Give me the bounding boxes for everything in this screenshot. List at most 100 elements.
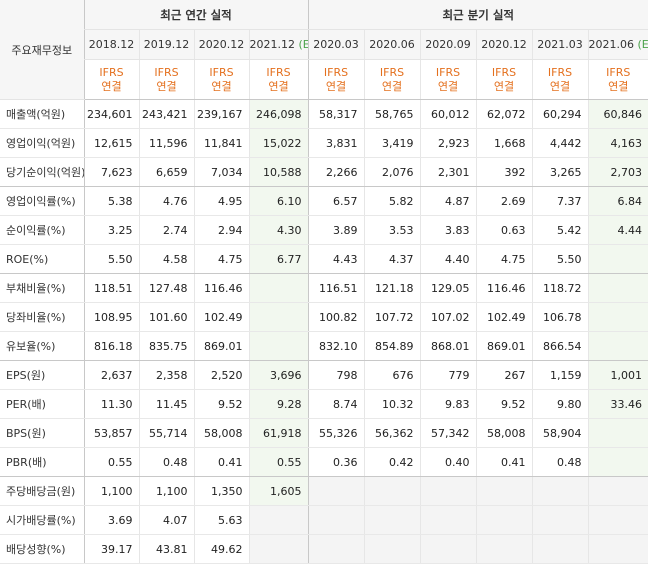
value-cell: 2,076 [364, 158, 420, 187]
consolidated-label: 연결 [140, 80, 194, 94]
value-cell: 2,266 [308, 158, 364, 187]
consolidated-label: 연결 [589, 80, 648, 94]
value-cell: 5.63 [194, 506, 249, 535]
row-label: 주당배당금(원) [0, 477, 84, 506]
value-cell: 10,588 [249, 158, 308, 187]
value-cell: 61,918 [249, 419, 308, 448]
value-cell: 106.78 [532, 303, 588, 332]
value-cell: 58,008 [194, 419, 249, 448]
value-cell: 118.51 [84, 274, 139, 303]
value-cell: 5.42 [532, 216, 588, 245]
value-cell [588, 448, 648, 477]
value-cell: 1,159 [532, 361, 588, 390]
consolidated-label: 연결 [250, 80, 308, 94]
value-cell: 12,615 [84, 129, 139, 158]
value-cell: 816.18 [84, 332, 139, 361]
row-label: 영업이익(억원) [0, 129, 84, 158]
ifrs-label: IFRS [140, 66, 194, 80]
value-cell: 58,765 [364, 100, 420, 129]
value-cell: 0.63 [476, 216, 532, 245]
value-cell: 6.10 [249, 187, 308, 216]
row-label: 유보율(%) [0, 332, 84, 361]
value-cell: 2.94 [194, 216, 249, 245]
value-cell: 100.82 [308, 303, 364, 332]
group-annual: 최근 연간 실적 [84, 0, 308, 30]
period-label: 2019.12 [144, 38, 190, 51]
value-cell: 0.40 [420, 448, 476, 477]
period-label: 2020.06 [369, 38, 415, 51]
value-cell: 43.81 [139, 535, 194, 564]
value-cell: 9.83 [420, 390, 476, 419]
value-cell [476, 506, 532, 535]
period-label: 2020.12 [199, 38, 245, 51]
value-cell [308, 506, 364, 535]
value-cell: 1,668 [476, 129, 532, 158]
value-cell: 0.48 [139, 448, 194, 477]
value-cell: 102.49 [476, 303, 532, 332]
value-cell: 58,317 [308, 100, 364, 129]
value-cell: 108.95 [84, 303, 139, 332]
period-header: 2020.03 [308, 30, 364, 60]
period-label: 2021.03 [537, 38, 583, 51]
value-cell [364, 535, 420, 564]
value-cell: 4,163 [588, 129, 648, 158]
period-header: 2020.12 [194, 30, 249, 60]
ifrs-label: IFRS [589, 66, 648, 80]
value-cell: 4.07 [139, 506, 194, 535]
value-cell [249, 535, 308, 564]
value-cell [308, 535, 364, 564]
value-cell: 49.62 [194, 535, 249, 564]
row-label: 순이익률(%) [0, 216, 84, 245]
value-cell [476, 535, 532, 564]
value-cell: 4.95 [194, 187, 249, 216]
group-quarterly: 최근 분기 실적 [308, 0, 648, 30]
consolidated-label: 연결 [365, 80, 420, 94]
value-cell [532, 535, 588, 564]
value-cell: 56,362 [364, 419, 420, 448]
ifrs-label: IFRS [477, 66, 532, 80]
value-cell: 58,904 [532, 419, 588, 448]
value-cell: 4.87 [420, 187, 476, 216]
ifrs-label: IFRS [421, 66, 476, 80]
value-cell [588, 506, 648, 535]
value-cell: 2.69 [476, 187, 532, 216]
value-cell: 3.25 [84, 216, 139, 245]
value-cell: 62,072 [476, 100, 532, 129]
row-label: PBR(배) [0, 448, 84, 477]
value-cell: 0.41 [476, 448, 532, 477]
period-header: 2018.12 [84, 30, 139, 60]
value-cell [588, 535, 648, 564]
value-cell: 9.80 [532, 390, 588, 419]
period-label: 2021.06 [589, 38, 635, 51]
value-cell [532, 506, 588, 535]
estimate-mark: (E) [638, 38, 648, 51]
value-cell: 5.82 [364, 187, 420, 216]
period-header: 2020.09 [420, 30, 476, 60]
value-cell: 243,421 [139, 100, 194, 129]
value-cell: 267 [476, 361, 532, 390]
ifrs-label: IFRS [533, 66, 588, 80]
value-cell: 3.53 [364, 216, 420, 245]
value-cell: 0.41 [194, 448, 249, 477]
period-label: 2020.03 [313, 38, 359, 51]
value-cell [364, 477, 420, 506]
value-cell: 6.57 [308, 187, 364, 216]
corner-label: 주요재무정보 [0, 0, 84, 100]
estimate-mark: (E) [299, 38, 309, 51]
ifrs-label: IFRS [85, 66, 139, 80]
value-cell [308, 477, 364, 506]
consolidated-label: 연결 [309, 80, 364, 94]
value-cell: 835.75 [139, 332, 194, 361]
